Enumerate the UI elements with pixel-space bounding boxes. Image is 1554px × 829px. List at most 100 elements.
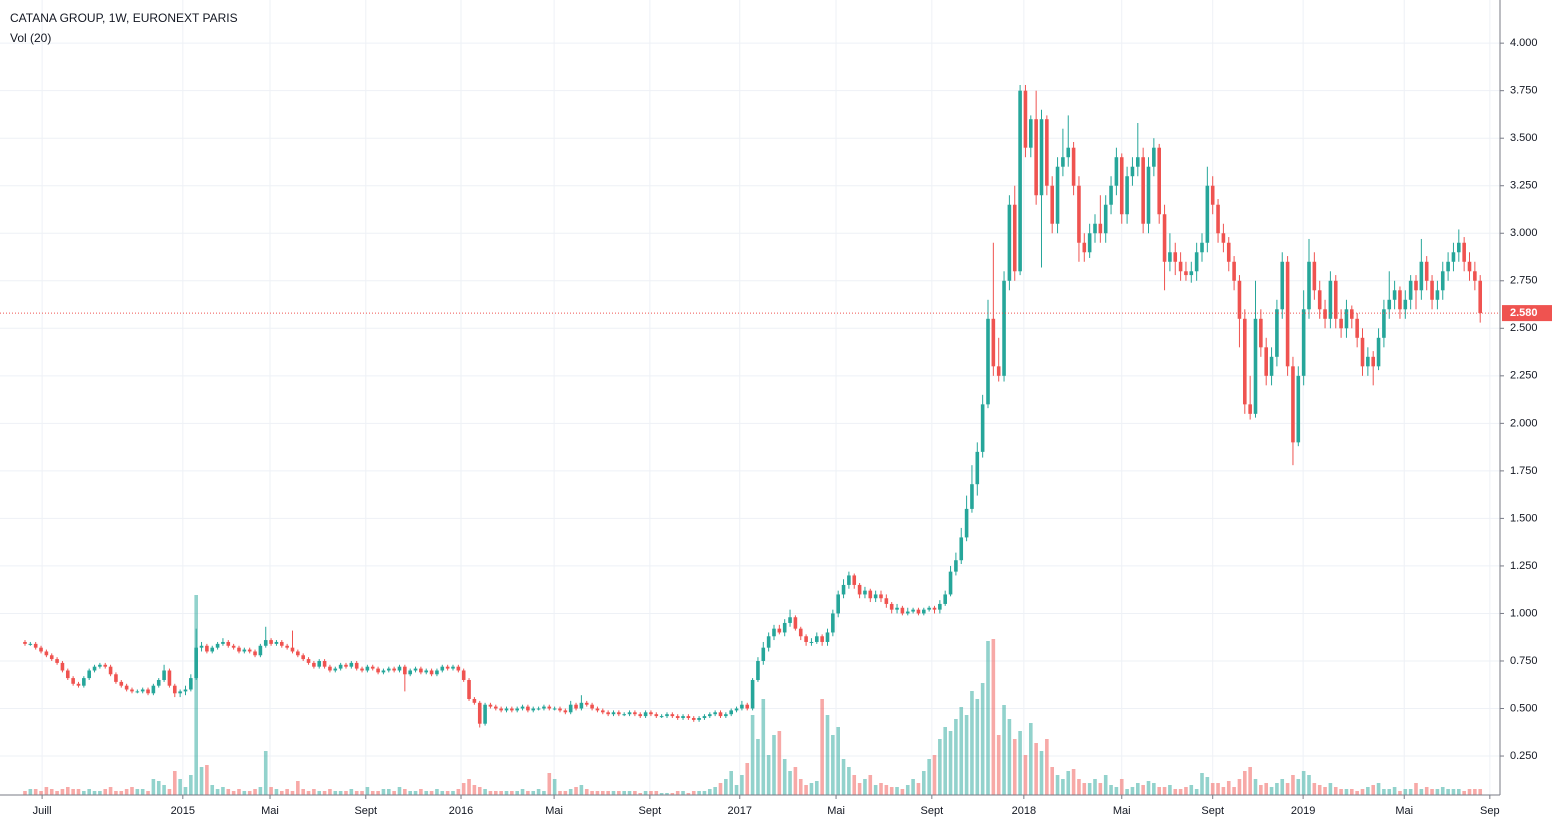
volume-bar xyxy=(424,791,429,795)
candle-body xyxy=(927,607,931,610)
candle-body xyxy=(23,641,27,644)
candle-body xyxy=(1307,261,1311,310)
volume-bar xyxy=(60,789,65,795)
volume-bar xyxy=(1248,767,1252,795)
volume-bar xyxy=(675,791,680,795)
candle-body xyxy=(745,704,750,709)
volume-bar xyxy=(820,699,824,795)
volume-bar xyxy=(199,767,204,795)
volume-bar xyxy=(1350,789,1354,795)
candle-body xyxy=(552,708,557,710)
candle-body xyxy=(488,704,493,707)
volume-bar xyxy=(1173,789,1178,795)
y-tick-label: 2.000 xyxy=(1510,417,1538,429)
candle-body xyxy=(290,647,295,652)
volume-bar xyxy=(1355,791,1359,795)
volume-bar xyxy=(1028,723,1033,795)
volume-bar xyxy=(1045,739,1049,795)
candle-body xyxy=(317,660,322,667)
volume-bar xyxy=(964,715,969,795)
volume-bar xyxy=(456,789,461,795)
candle-body xyxy=(1045,119,1049,186)
candle-body xyxy=(1387,299,1392,310)
volume-bar xyxy=(841,759,846,795)
volume-bar xyxy=(205,765,209,795)
volume-bar xyxy=(1435,789,1440,795)
candle-body xyxy=(247,649,252,652)
volume-bar xyxy=(1077,779,1081,795)
candle-body xyxy=(1178,261,1183,272)
volume-bar xyxy=(338,791,343,795)
candle-body xyxy=(574,704,578,709)
volume-bar xyxy=(1403,789,1408,795)
volume-bar xyxy=(71,789,75,795)
y-tick-label: 1.500 xyxy=(1510,512,1538,524)
volume-bar xyxy=(1184,787,1188,795)
candle-body xyxy=(1339,318,1343,329)
volume-bar xyxy=(221,787,225,795)
volume-bar xyxy=(151,779,156,795)
candle-body xyxy=(124,685,129,690)
volume-bar xyxy=(467,779,471,795)
candle-body xyxy=(654,714,659,717)
candle-body xyxy=(376,668,380,673)
candle-body xyxy=(579,702,584,709)
volume-bar xyxy=(932,755,937,795)
volume-bar xyxy=(729,771,733,795)
candle-body xyxy=(279,641,284,646)
volume-bar xyxy=(911,779,915,795)
candle-body xyxy=(44,651,49,656)
candle-body xyxy=(493,706,498,709)
volume-bar xyxy=(584,789,589,795)
candle-body xyxy=(408,670,412,675)
volume-bar xyxy=(114,791,118,795)
volume-bar xyxy=(520,789,525,795)
candle-body xyxy=(135,691,140,693)
volume-bar xyxy=(263,751,268,795)
candle-body xyxy=(151,685,156,694)
candle-body xyxy=(766,636,771,648)
candle-body xyxy=(841,584,846,595)
candle-body xyxy=(477,702,482,724)
candle-body xyxy=(1114,157,1119,186)
candle-body xyxy=(932,607,937,610)
volume-bar xyxy=(488,791,493,795)
candle-body xyxy=(183,689,188,692)
volume-bar xyxy=(397,787,402,795)
volume-bar xyxy=(1152,783,1156,795)
volume-bar xyxy=(333,791,338,795)
x-tick-label: Mai xyxy=(827,805,845,817)
candle-body xyxy=(547,706,552,709)
volume-bar xyxy=(649,791,653,795)
candle-body xyxy=(1055,166,1060,224)
volume-bar xyxy=(702,791,707,795)
candle-body xyxy=(1457,242,1461,253)
volume-bar xyxy=(831,735,835,795)
candle-body xyxy=(1034,119,1038,196)
candle-body xyxy=(231,645,236,648)
x-tick-label: 2017 xyxy=(728,805,752,817)
candle-body xyxy=(724,714,728,717)
volume-bar xyxy=(44,787,49,795)
volume-bar xyxy=(178,779,182,795)
candle-body xyxy=(258,645,263,656)
volume-bar xyxy=(1333,787,1338,795)
volume-bar xyxy=(370,791,375,795)
volume-bar xyxy=(606,791,610,795)
candle-body xyxy=(900,607,905,614)
candle-body xyxy=(633,712,637,715)
volume-bar xyxy=(301,789,305,795)
volume-bar xyxy=(611,791,616,795)
volume-bar xyxy=(542,791,546,795)
candle-body xyxy=(269,640,273,644)
volume-bar xyxy=(1157,787,1162,795)
candle-body xyxy=(1141,157,1145,224)
candle-body xyxy=(472,698,477,703)
candle-body xyxy=(1280,261,1285,310)
candle-body xyxy=(1355,318,1359,338)
candle-body xyxy=(884,598,889,604)
candle-body xyxy=(515,708,519,711)
volume-bar xyxy=(1301,771,1306,795)
candle-body xyxy=(76,683,81,686)
